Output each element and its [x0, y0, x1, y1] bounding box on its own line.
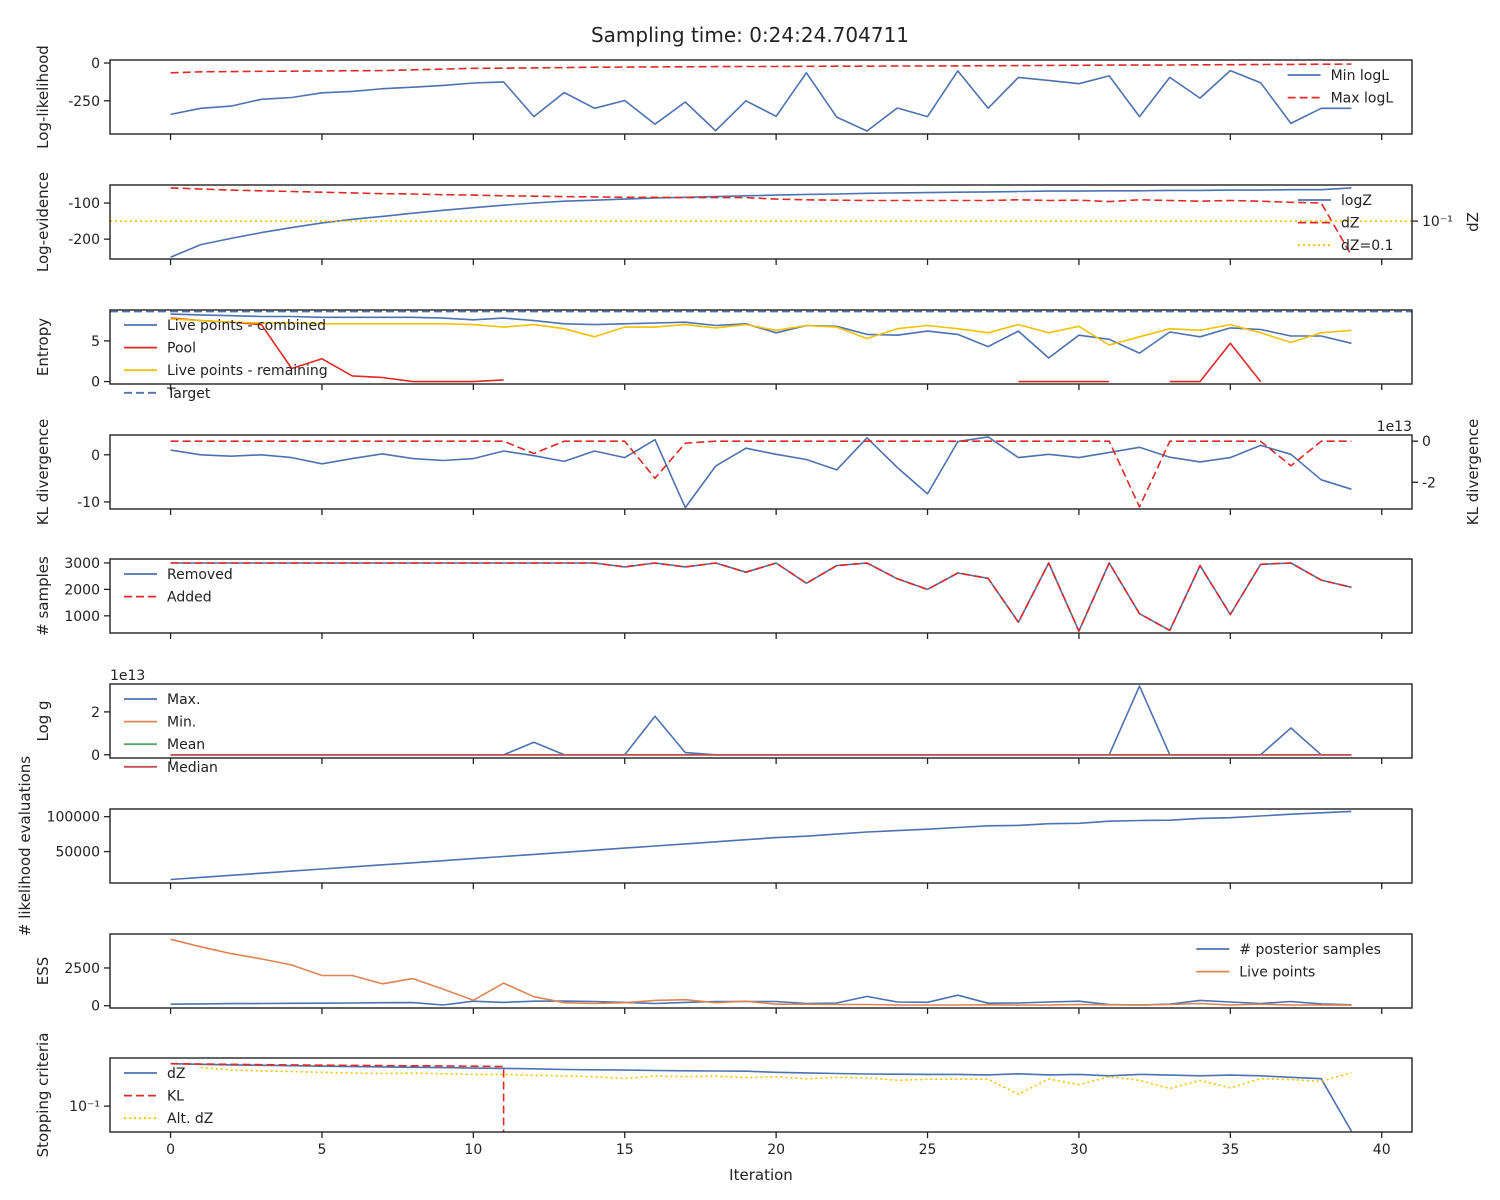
panel-1-legend-label: Min logL	[1331, 68, 1390, 84]
panel-2-series-2-line	[170, 187, 1353, 256]
panel-8-legend-label: Live points	[1239, 965, 1315, 981]
panel-2-frame	[109, 184, 1413, 260]
panel-2-series-1-line	[170, 187, 1352, 258]
panel-6-y-label: Log g	[34, 700, 52, 741]
panel-6-series-1-line	[170, 685, 1352, 756]
panel-8-y-tick-label: 2500	[64, 961, 100, 977]
panel-3-y-label: Entropy	[34, 318, 52, 376]
panel-1-y-tick-label: -250	[68, 94, 100, 110]
panel-3-frame	[109, 309, 1413, 385]
panel-9-frame	[109, 1057, 1413, 1133]
panel-4-y-right-label: KL divergence	[1464, 419, 1482, 525]
panel-9-y-label: Stopping criteria	[34, 1033, 52, 1158]
panel-3-series-4-line	[1169, 342, 1262, 383]
panel-3-y-tick-label: 0	[91, 375, 100, 391]
panel-4-y-label: KL divergence	[34, 419, 52, 525]
panel-8-legend-label: # posterior samples	[1239, 942, 1381, 958]
x-tick-label: 5	[317, 1142, 326, 1158]
x-tick-label: 25	[919, 1142, 937, 1158]
panel-1-y-tick-label: 0	[91, 56, 100, 72]
panel-5-legend-label: Removed	[167, 567, 233, 583]
panel-4-y-tick-label: -10	[77, 495, 100, 511]
panel-2-y-right-label: dZ	[1464, 212, 1482, 232]
figure-title: Sampling time: 0:24:24.704711	[591, 23, 909, 47]
panel-2-y-right-tick-label: 10⁻¹	[1422, 214, 1453, 230]
panel-9-legend-label: KL	[167, 1089, 184, 1105]
panel-2-legend-label: logZ	[1341, 193, 1372, 209]
panel-8-y-label: ESS	[34, 957, 52, 986]
panel-5-y-tick-label: 1000	[64, 609, 100, 625]
x-tick-label: 30	[1070, 1142, 1088, 1158]
panel-2-y-tick-label: -200	[68, 232, 100, 248]
panel-3-legend-label: Live points - combined	[167, 318, 326, 334]
panel-6-legend-label: Min.	[167, 715, 196, 731]
panel-7-y-tick-label: 50000	[55, 845, 100, 861]
panel-3-series-1-line	[170, 313, 1352, 359]
panel-1-y-label: Log-likelihood	[34, 45, 52, 149]
panel-1-series-2-line	[170, 63, 1352, 74]
panel-6-y-tick-label: 0	[91, 748, 100, 764]
panel-6-legend-label: Mean	[167, 737, 205, 753]
panel-5-legend-label: Added	[167, 590, 212, 606]
panel-2-legend-label: dZ	[1341, 216, 1359, 232]
panel-2-legend-label: dZ=0.1	[1341, 238, 1393, 254]
panel-2-y-label: Log-evidence	[34, 172, 52, 272]
panel-4-frame	[109, 434, 1413, 510]
panel-8-y-tick-label: 0	[91, 999, 100, 1015]
panel-5-frame	[109, 558, 1413, 634]
panel-9-series-1-line	[170, 1062, 1353, 1132]
panel-6-legend-label: Median	[167, 760, 218, 776]
panel-4-y-tick-label: 0	[91, 448, 100, 464]
panel-7-frame	[109, 808, 1413, 884]
panel-8-series-1-line	[170, 994, 1352, 1006]
panel-5-y-label: # samples	[34, 556, 52, 636]
panel-6-legend-label: Max.	[167, 692, 200, 708]
panel-9-legend-label: Alt. dZ	[167, 1111, 213, 1127]
x-tick-label: 40	[1373, 1142, 1391, 1158]
panel-9-legend-label: dZ	[167, 1066, 185, 1082]
panel-7-y-label: # likelihood evaluations	[16, 756, 34, 936]
panel-7-series-1-line	[170, 810, 1352, 881]
panel-3-legend-label: Live points - remaining	[167, 363, 328, 379]
panel-5-y-tick-label: 2000	[64, 582, 100, 598]
panel-4-right-offset-text: 1e13	[1377, 419, 1412, 435]
panel-2-y-tick-label: -100	[68, 196, 100, 212]
panel-5-series-2-line	[170, 562, 1352, 632]
panel-3-series-5-line	[170, 318, 1352, 346]
panel-9-series-2-line	[170, 1062, 505, 1132]
panel-1-frame	[109, 59, 1413, 135]
x-tick-label: 0	[166, 1142, 175, 1158]
x-tick-label: 10	[464, 1142, 482, 1158]
panel-9-y-tick-label: 10⁻¹	[69, 1099, 100, 1115]
panel-4-series-1-line	[170, 436, 1352, 509]
panel-3-y-tick-label: 5	[91, 334, 100, 350]
x-axis-label: Iteration	[729, 1166, 793, 1184]
panel-4-series-2-line	[170, 440, 1352, 508]
panel-1-series-1-line	[170, 69, 1352, 132]
x-tick-label: 35	[1221, 1142, 1239, 1158]
panel-6-y-tick-label: 2	[91, 705, 100, 721]
x-tick-label: 15	[616, 1142, 634, 1158]
panel-6-frame	[109, 683, 1413, 759]
panel-4-y-right-tick-label: 0	[1422, 434, 1431, 450]
x-tick-label: 20	[767, 1142, 785, 1158]
panel-4-y-right-tick-label: -2	[1422, 475, 1436, 491]
panel-7-y-tick-label: 100000	[47, 810, 100, 826]
panel-3-legend-label: Pool	[167, 341, 196, 357]
panel-6-offset-text: 1e13	[110, 668, 145, 684]
panel-9-series-3-line	[200, 1066, 1352, 1095]
panel-8-series-2-line	[170, 938, 1352, 1006]
panel-5-y-tick-label: 3000	[64, 556, 100, 572]
panel-8-frame	[109, 933, 1413, 1009]
panel-3-legend-label: Target	[166, 386, 211, 402]
panel-1-legend-label: Max logL	[1331, 91, 1394, 107]
